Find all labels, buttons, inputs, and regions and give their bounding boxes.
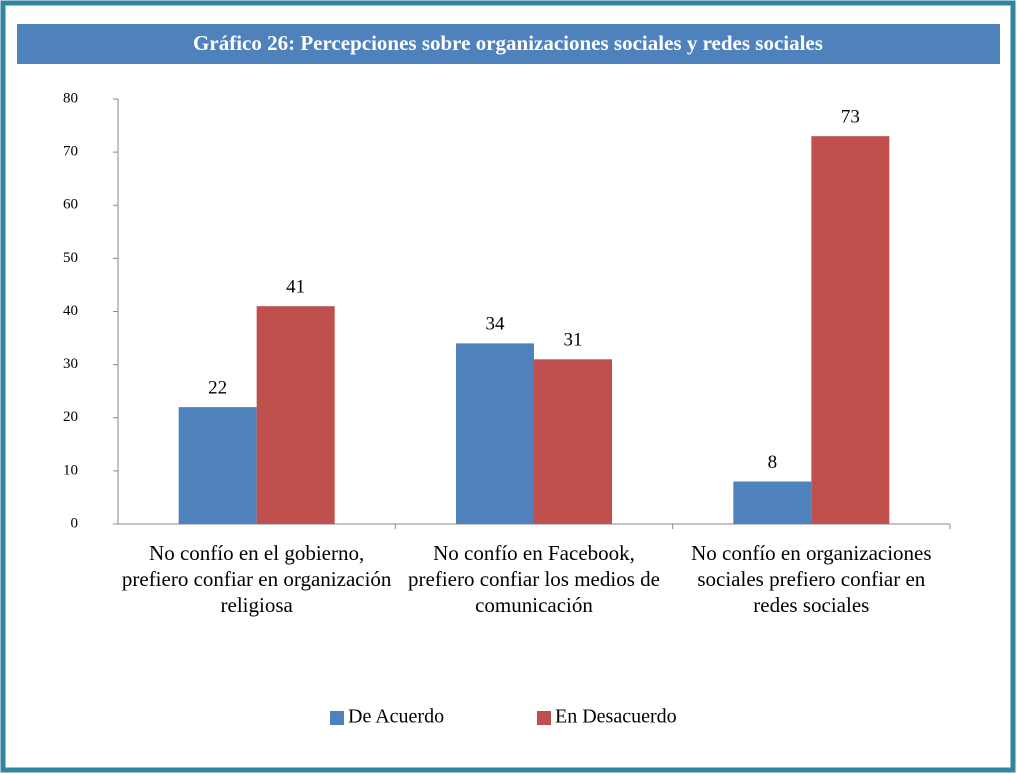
y-tick-label: 80 [63, 90, 78, 106]
y-tick-label: 50 [63, 250, 78, 266]
legend-swatch [537, 711, 551, 725]
data-label: 22 [208, 377, 227, 398]
y-tick-label: 30 [63, 356, 78, 372]
y-tick-label: 40 [63, 303, 78, 319]
data-label: 34 [486, 314, 506, 335]
legend-label: En Desacuerdo [555, 706, 677, 728]
y-tick-label: 70 [63, 144, 78, 160]
data-label: 31 [564, 330, 583, 351]
y-tick-label: 20 [63, 409, 78, 425]
data-label: 73 [841, 107, 860, 128]
y-tick-label: 60 [63, 197, 78, 213]
bar [534, 359, 612, 524]
bar [256, 306, 335, 524]
legend-label: De Acuerdo [348, 706, 444, 728]
bar [178, 407, 257, 524]
x-tick-label: No confío en Facebook, prefiero confiar … [408, 541, 660, 617]
bar [456, 343, 534, 524]
bar [733, 481, 812, 524]
legend-swatch [330, 711, 344, 725]
x-tick-label: No confío en organizaciones sociales pre… [691, 541, 932, 617]
data-label: 41 [286, 277, 305, 298]
title-bar [17, 24, 1000, 64]
chart-title: Gráfico 26: Percepciones sobre organizac… [193, 31, 823, 55]
x-tick-label: No confío en el gobierno, prefiero confi… [121, 541, 392, 617]
y-tick-label: 0 [71, 515, 79, 531]
bar [811, 136, 890, 524]
data-label: 8 [768, 452, 778, 473]
y-tick-label: 10 [63, 462, 78, 478]
